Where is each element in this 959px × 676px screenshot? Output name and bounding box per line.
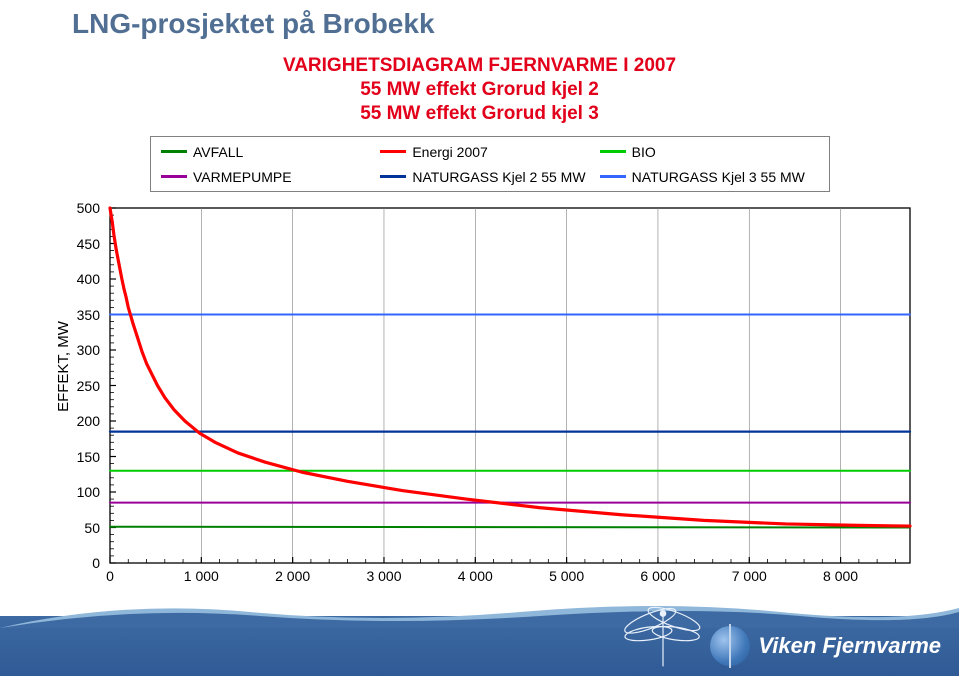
slide-title: LNG-prosjektet på Brobekk <box>72 8 435 40</box>
y-tick-label: 400 <box>60 271 100 287</box>
legend-item: VARMEPUMPE <box>161 169 380 185</box>
legend-item: BIO <box>600 144 819 160</box>
x-tick-label: 4 000 <box>458 568 493 584</box>
x-tick-label: 2 000 <box>275 568 310 584</box>
legend-swatch <box>380 175 406 178</box>
chart-title-line2: 55 MW effekt Grorud kjel 2 <box>360 79 599 100</box>
legend-label: BIO <box>632 144 656 160</box>
legend-item: Energi 2007 <box>380 144 599 160</box>
legend-swatch <box>600 150 626 153</box>
x-tick-label: 0 <box>106 568 114 584</box>
brand-text: Viken Fjernvarme <box>758 633 941 659</box>
chart-title-line3: 55 MW effekt Grorud kjel 3 <box>360 103 599 124</box>
legend-swatch <box>161 175 187 178</box>
y-tick-label: 300 <box>60 342 100 358</box>
legend-label: NATURGASS Kjel 2 55 MW <box>412 169 585 185</box>
legend-item: NATURGASS Kjel 2 55 MW <box>380 169 599 185</box>
y-axis-label: EFFEKT, MW <box>55 321 72 412</box>
chart-title: VARIGHETSDIAGRAM FJERNVARME I 2007 55 MW… <box>0 54 959 125</box>
x-tick-label: 6 000 <box>640 568 675 584</box>
x-tick-label: 1 000 <box>184 568 219 584</box>
y-tick-label: 250 <box>60 378 100 394</box>
y-tick-label: 0 <box>60 555 100 571</box>
brand-logo: Viken Fjernvarme <box>710 624 941 668</box>
y-tick-label: 200 <box>60 413 100 429</box>
x-tick-label: 5 000 <box>549 568 584 584</box>
chart-area: AVFALL Energi 2007 BIO VARMEPUMPE NATURGASS … <box>30 136 930 606</box>
chart-title-line1: VARIGHETSDIAGRAM FJERNVARME I 2007 <box>283 55 676 76</box>
legend-swatch <box>600 175 626 178</box>
y-tick-label: 100 <box>60 484 100 500</box>
legend-label: VARMEPUMPE <box>193 169 292 185</box>
legend-label: AVFALL <box>193 144 243 160</box>
legend-label: NATURGASS Kjel 3 55 MW <box>632 169 805 185</box>
legend-item: NATURGASS Kjel 3 55 MW <box>600 169 819 185</box>
y-tick-label: 150 <box>60 449 100 465</box>
legend: AVFALL Energi 2007 BIO VARMEPUMPE NATURGASS … <box>150 136 830 192</box>
x-tick-label: 3 000 <box>366 568 401 584</box>
plot-wrapper: EFFEKT, MW TIMER 05010015020025030035040… <box>30 208 930 598</box>
x-tick-label: 8 000 <box>823 568 858 584</box>
y-tick-label: 450 <box>60 236 100 252</box>
logo-mark-icon <box>710 626 750 666</box>
dragonfly-icon <box>617 588 709 670</box>
legend-swatch <box>380 150 406 153</box>
legend-label: Energi 2007 <box>412 144 488 160</box>
x-tick-label: 7 000 <box>732 568 767 584</box>
line-chart <box>110 208 910 563</box>
legend-swatch <box>161 150 187 153</box>
footer: Viken Fjernvarme <box>0 616 959 676</box>
y-tick-label: 50 <box>60 520 100 536</box>
y-tick-label: 500 <box>60 200 100 216</box>
y-tick-label: 350 <box>60 307 100 323</box>
legend-item: AVFALL <box>161 144 380 160</box>
